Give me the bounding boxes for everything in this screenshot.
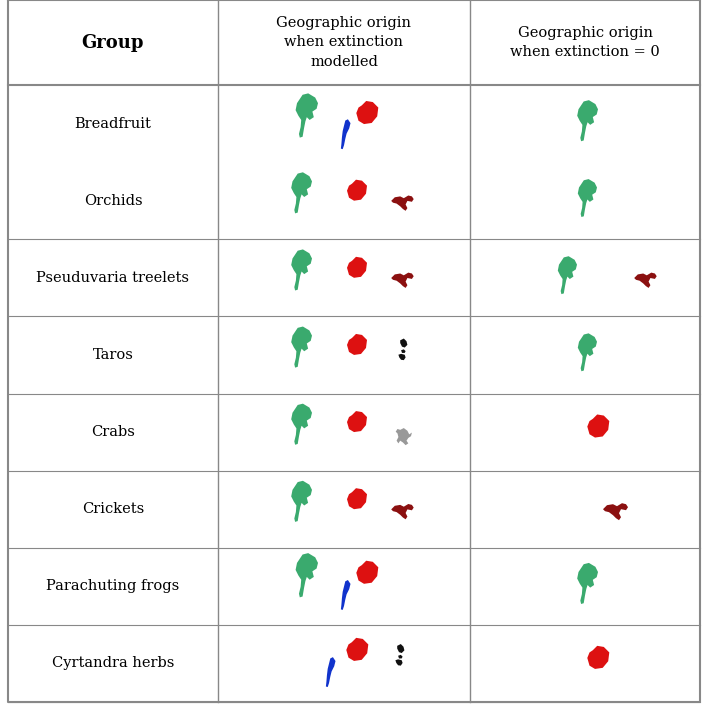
Polygon shape (346, 638, 368, 661)
Polygon shape (397, 644, 404, 653)
Polygon shape (588, 414, 610, 438)
Polygon shape (347, 257, 367, 278)
Polygon shape (291, 250, 312, 291)
Polygon shape (392, 273, 413, 288)
Polygon shape (347, 180, 367, 201)
Polygon shape (399, 354, 406, 360)
Polygon shape (291, 173, 312, 214)
Text: Orchids: Orchids (84, 194, 142, 208)
Text: Group: Group (81, 33, 144, 52)
Polygon shape (296, 553, 318, 597)
Text: Crickets: Crickets (82, 502, 144, 516)
Polygon shape (341, 580, 350, 610)
Polygon shape (356, 101, 378, 124)
Polygon shape (356, 561, 378, 584)
Polygon shape (578, 179, 597, 217)
Polygon shape (392, 196, 413, 211)
Polygon shape (578, 333, 597, 371)
Text: Pseuduvaria treelets: Pseuduvaria treelets (37, 271, 190, 285)
Polygon shape (558, 256, 577, 294)
Text: Breadfruit: Breadfruit (74, 117, 152, 131)
Polygon shape (400, 339, 407, 348)
Polygon shape (577, 100, 598, 141)
Polygon shape (291, 404, 312, 445)
Polygon shape (326, 657, 336, 687)
Polygon shape (401, 349, 406, 353)
Polygon shape (341, 119, 350, 149)
Text: Taros: Taros (93, 348, 133, 362)
Text: Parachuting frogs: Parachuting frogs (47, 579, 180, 593)
Polygon shape (603, 503, 628, 520)
Polygon shape (577, 563, 598, 604)
Polygon shape (347, 411, 367, 432)
Polygon shape (296, 93, 318, 138)
Text: Geographic origin
when extinction
modelled: Geographic origin when extinction modell… (277, 16, 411, 69)
Polygon shape (398, 655, 403, 658)
Polygon shape (347, 489, 367, 509)
Text: Geographic origin
when extinction = 0: Geographic origin when extinction = 0 (510, 25, 660, 59)
Polygon shape (392, 504, 413, 519)
Polygon shape (291, 481, 312, 522)
Polygon shape (396, 428, 412, 445)
Polygon shape (588, 645, 610, 669)
Polygon shape (347, 334, 367, 355)
Text: Crabs: Crabs (91, 425, 135, 439)
Polygon shape (634, 273, 657, 288)
Text: Cyrtandra herbs: Cyrtandra herbs (52, 656, 174, 670)
Polygon shape (291, 327, 312, 368)
Polygon shape (395, 660, 403, 665)
